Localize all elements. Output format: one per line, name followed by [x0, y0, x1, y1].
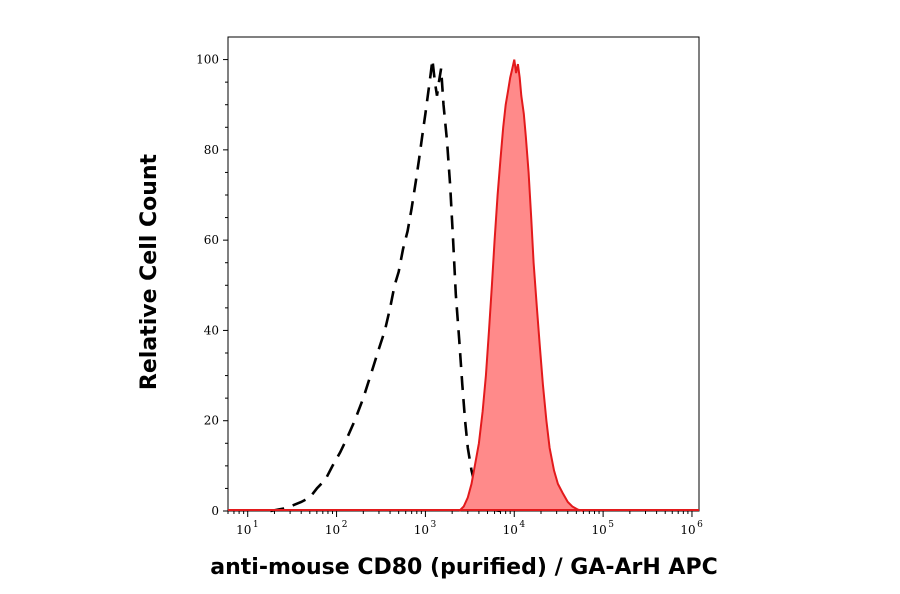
x-tick-exponent: 4 [519, 520, 525, 530]
x-tick-label: 10 [680, 523, 695, 537]
y-axis: 0 20 40 60 80 100 [196, 53, 228, 518]
x-tick-label: 10 [325, 523, 340, 537]
x-axis: 10 1 10 2 10 3 10 4 10 5 10 6 [227, 511, 703, 537]
x-tick-label: 10 [236, 523, 251, 537]
y-tick-label: 0 [211, 504, 219, 518]
x-tick-exponent: 6 [697, 520, 703, 530]
y-tick-label: 20 [204, 414, 219, 428]
plot-border [227, 36, 700, 512]
series-1-area [459, 59, 584, 511]
x-tick-exponent: 3 [431, 520, 437, 530]
y-tick-label: 80 [204, 143, 219, 157]
plot-frame [227, 36, 700, 512]
x-tick-label: 10 [414, 523, 429, 537]
x-axis-title: anti-mouse CD80 (purified) / GA-ArH APC [210, 555, 717, 580]
y-axis-title: Relative Cell Count [137, 153, 162, 390]
y-tick-label: 60 [204, 233, 219, 247]
x-tick-label: 10 [503, 523, 518, 537]
x-tick-exponent: 2 [342, 520, 348, 530]
x-tick-exponent: 1 [253, 520, 259, 530]
series-0-line [270, 59, 501, 513]
series-1-line [458, 59, 584, 512]
series-layer [228, 59, 699, 513]
x-tick-exponent: 5 [608, 520, 614, 530]
y-tick-label: 100 [196, 53, 219, 67]
x-tick-label: 10 [591, 523, 606, 537]
y-tick-label: 40 [204, 323, 219, 337]
